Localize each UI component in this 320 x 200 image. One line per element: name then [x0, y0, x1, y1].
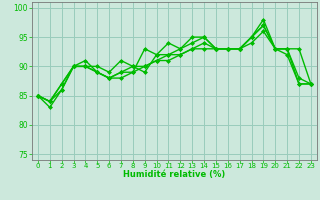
- X-axis label: Humidité relative (%): Humidité relative (%): [123, 170, 226, 179]
